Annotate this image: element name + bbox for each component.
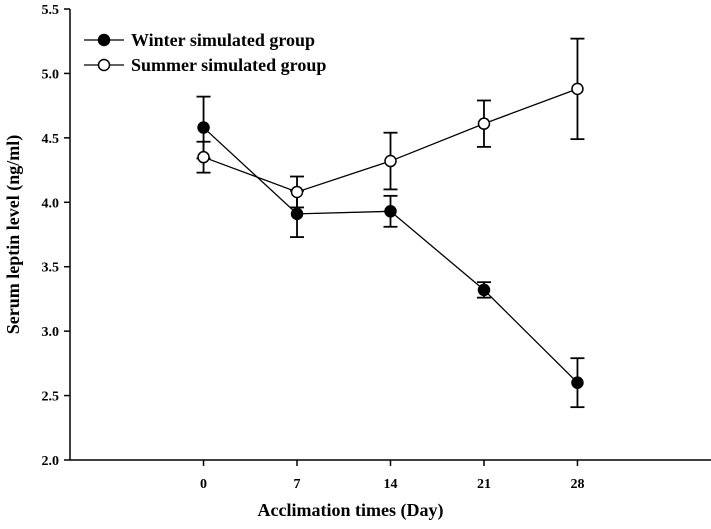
y-tick-label: 4.0 [42,196,60,211]
data-point [477,117,491,130]
x-axis-ticks: 0 7 14 21 28 [200,460,584,492]
data-point [197,121,210,134]
data-point [384,205,397,218]
legend: Winter simulated group Summer simulated g… [84,30,326,75]
y-tick-label: 2.5 [42,390,60,405]
legend-label: Winter simulated group [131,30,315,50]
x-axis-title: Acclimation times (Day) [258,500,444,521]
x-tick-label: 0 [200,477,207,492]
data-point [197,150,210,164]
x-tick-label: 21 [477,477,491,492]
data-point [290,185,304,199]
y-axis-ticks: 2.0 2.5 3.0 3.5 4.0 4.5 5.0 5.5 [42,3,70,469]
y-tick-label: 3.0 [42,325,60,340]
y-tick-label: 5.5 [42,3,60,18]
x-tick-label: 7 [294,477,301,492]
x-tick-label: 28 [570,477,584,492]
chart-axes [69,9,711,461]
legend-marker [97,58,111,72]
data-point [571,82,584,96]
data-point [477,283,491,297]
series-layer [196,37,585,409]
y-tick-label: 4.5 [42,132,60,147]
data-point [290,207,304,221]
y-tick-label: 3.5 [42,261,60,276]
legend-item: Summer simulated group [84,55,326,75]
legend-item: Winter simulated group [84,30,315,50]
legend-label: Summer simulated group [131,55,326,75]
series-winter [196,95,585,409]
data-point [384,154,397,168]
series-summer [196,37,585,209]
y-axis-title: Serum leptin level (ng/ml) [3,135,24,334]
legend-marker [97,33,111,47]
data-point [571,376,584,389]
y-tick-label: 5.0 [42,67,60,82]
y-tick-label: 2.0 [42,454,60,469]
x-tick-label: 14 [384,477,398,492]
